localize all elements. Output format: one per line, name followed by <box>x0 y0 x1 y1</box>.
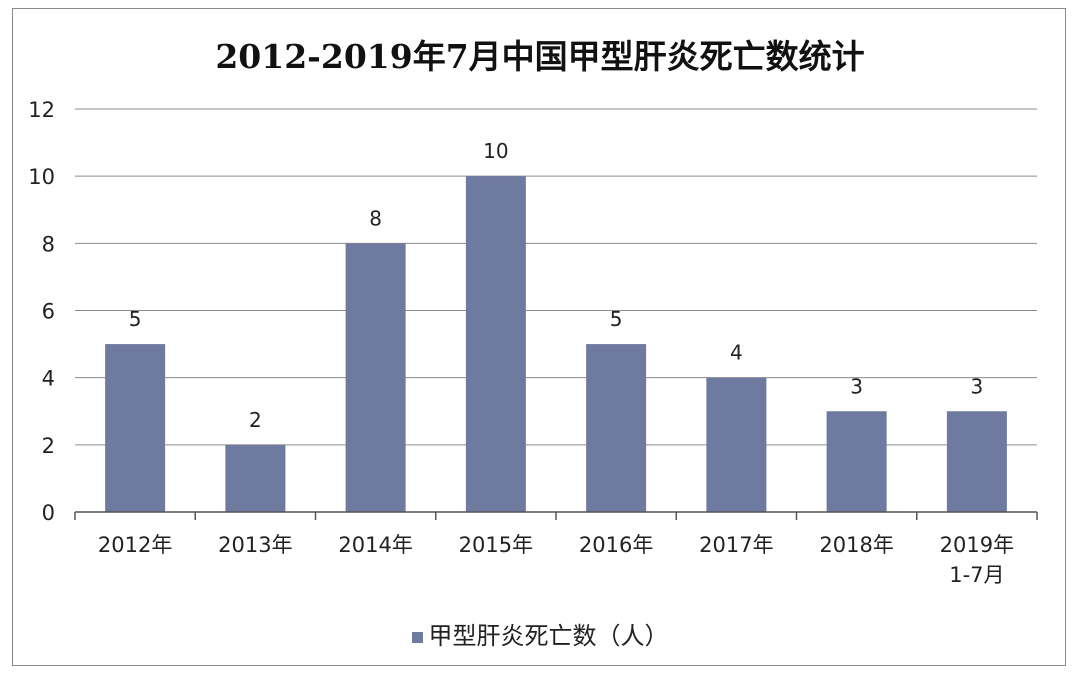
y-tick-label: 8 <box>42 232 55 256</box>
bar <box>826 411 887 512</box>
data-label: 2 <box>249 408 262 432</box>
legend-swatch <box>411 631 423 643</box>
bar <box>105 344 166 512</box>
data-label: 3 <box>850 374 863 398</box>
data-label: 8 <box>369 206 382 230</box>
x-tick-label: 2015年 <box>459 533 533 557</box>
data-label: 5 <box>610 307 623 331</box>
data-label: 10 <box>483 139 508 163</box>
x-tick-label: 2019年 <box>940 533 1014 557</box>
y-tick-label: 12 <box>28 98 55 122</box>
x-tick-label: 2017年 <box>699 533 773 557</box>
data-label: 3 <box>971 374 984 398</box>
y-tick-label: 2 <box>42 434 55 458</box>
y-tick-label: 10 <box>28 165 55 189</box>
y-tick-label: 4 <box>42 367 55 391</box>
bar <box>946 411 1007 512</box>
legend-label: 甲型肝炎死亡数（人） <box>428 622 669 650</box>
x-tick-label: 2014年 <box>338 533 412 557</box>
bar <box>225 444 286 512</box>
x-tick-label: 2018年 <box>819 533 893 557</box>
chart-title: 2012-2019年7月中国甲型肝炎死亡数统计 <box>215 37 865 76</box>
data-label: 4 <box>730 341 743 365</box>
data-label: 5 <box>129 307 142 331</box>
y-tick-label: 6 <box>42 300 55 324</box>
bar <box>706 377 767 512</box>
bar <box>586 344 647 512</box>
chart-frame <box>12 8 1066 666</box>
bar <box>465 176 526 512</box>
x-tick-label: 1-7月 <box>949 563 1004 587</box>
x-tick-label: 2016年 <box>579 533 653 557</box>
y-tick-label: 0 <box>42 501 55 525</box>
legend: 甲型肝炎死亡数（人） <box>0 616 1080 651</box>
bar <box>345 243 406 513</box>
x-tick-label: 2013年 <box>218 533 292 557</box>
x-tick-label: 2012年 <box>98 533 172 557</box>
